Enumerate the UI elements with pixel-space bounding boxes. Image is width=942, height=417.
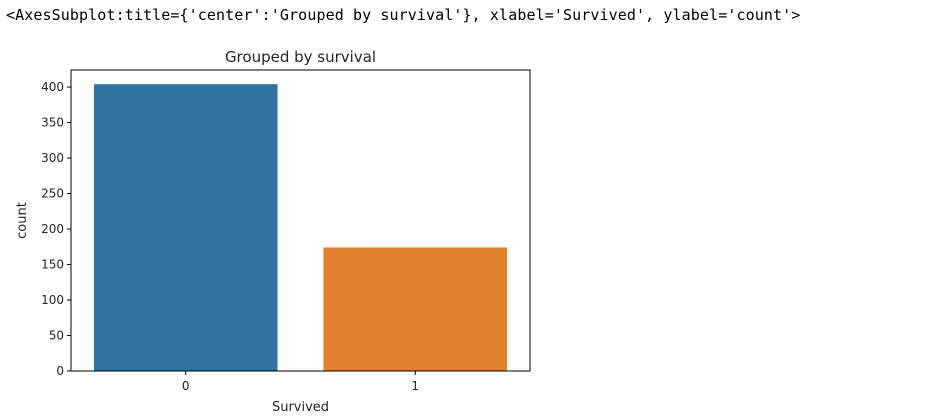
y-tick-label: 50 (49, 329, 64, 343)
y-tick-label: 100 (41, 293, 64, 307)
bar-survived-1 (323, 247, 508, 371)
y-tick-label: 300 (41, 151, 64, 165)
plot-area (93, 84, 508, 371)
y-axis: 0 50 100 150 200 250 300 350 400 (41, 80, 71, 378)
bar-survived-0 (93, 84, 278, 371)
y-tick-label: 400 (41, 80, 64, 94)
y-tick-label: 0 (56, 364, 64, 378)
x-tick-label: 1 (411, 379, 419, 393)
y-axis-label: count (15, 202, 30, 239)
y-tick-label: 200 (41, 222, 64, 236)
y-tick-label: 350 (41, 116, 64, 130)
y-tick-label: 250 (41, 187, 64, 201)
x-tick-label: 0 (182, 379, 190, 393)
cell-output-repr: <AxesSubplot:title={'center':'Grouped by… (6, 6, 801, 24)
y-tick-label: 150 (41, 258, 64, 272)
x-axis-label: Survived (272, 400, 329, 415)
chart-title: Grouped by survival (225, 48, 376, 66)
axes-frame (70, 69, 531, 372)
